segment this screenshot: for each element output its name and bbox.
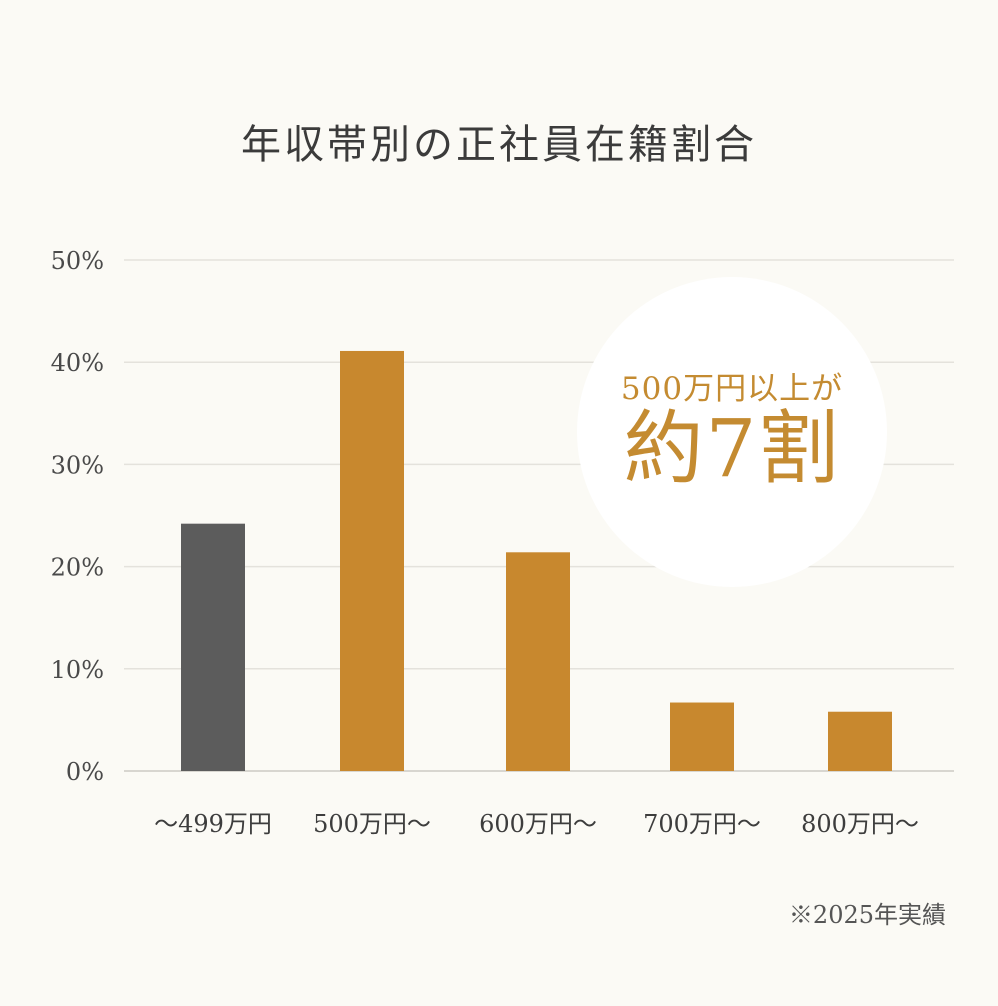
y-tick-label: 40%: [51, 349, 104, 377]
bars: [181, 350, 892, 771]
footnote: ※2025年実績: [788, 901, 946, 929]
y-tick-label: 30%: [51, 451, 104, 479]
callout-subtext: 500万円以上が: [620, 371, 844, 407]
y-tick-label: 0%: [66, 758, 104, 786]
y-tick-label: 20%: [51, 554, 104, 582]
chart-title: 年収帯別の正社員在籍割合: [241, 122, 757, 168]
bar: [828, 711, 892, 771]
bar: [506, 552, 570, 771]
y-tick-label: 10%: [51, 656, 104, 684]
x-tick-label: 500万円～: [313, 810, 431, 838]
y-tick-label: 50%: [51, 247, 104, 275]
summary-callout: 500万円以上が 約7割: [577, 277, 887, 587]
bar: [181, 523, 245, 771]
callout-headline: 約7割: [623, 402, 841, 495]
x-tick-label: 800万円～: [801, 810, 919, 838]
x-tick-label: ～499万円: [154, 810, 272, 838]
bar: [670, 702, 734, 771]
x-tick-label: 700万円～: [643, 810, 761, 838]
x-tick-label: 600万円～: [479, 810, 597, 838]
y-axis-ticks: 0% 10% 20% 30% 40% 50%: [51, 247, 104, 786]
bar: [340, 350, 404, 771]
x-axis-labels: ～499万円 500万円～ 600万円～ 700万円～ 800万円～: [154, 810, 919, 838]
